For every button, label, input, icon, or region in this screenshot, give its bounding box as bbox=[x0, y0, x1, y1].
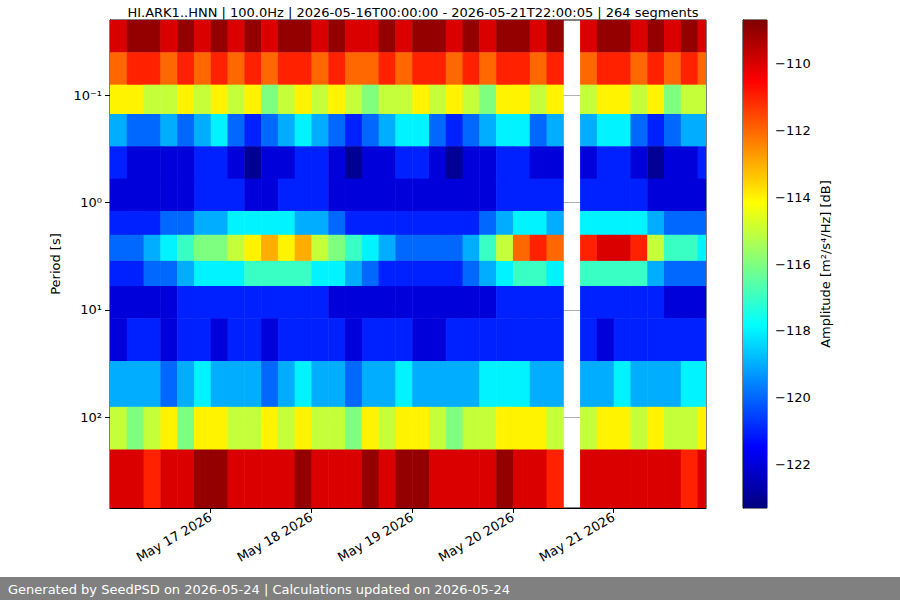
svg-text:−114: −114 bbox=[775, 190, 811, 205]
svg-text:May 20 2026: May 20 2026 bbox=[436, 510, 517, 565]
svg-text:−116: −116 bbox=[775, 257, 811, 272]
svg-text:Generated by SeedPSD on 2026-0: Generated by SeedPSD on 2026-05-24 | Cal… bbox=[8, 582, 510, 597]
svg-text:10²: 10² bbox=[80, 410, 102, 425]
svg-text:10⁻¹: 10⁻¹ bbox=[73, 88, 102, 103]
svg-text:−120: −120 bbox=[775, 390, 811, 405]
svg-text:Period [s]: Period [s] bbox=[48, 233, 63, 295]
svg-text:May 18 2026: May 18 2026 bbox=[234, 510, 315, 565]
svg-text:−110: −110 bbox=[775, 56, 811, 71]
svg-text:HI.ARK1..HNN | 100.0Hz | 2026-: HI.ARK1..HNN | 100.0Hz | 2026-05-16T00:0… bbox=[127, 5, 698, 20]
svg-text:−112: −112 bbox=[775, 123, 811, 138]
svg-text:May 19 2026: May 19 2026 bbox=[335, 510, 416, 565]
svg-text:10⁰: 10⁰ bbox=[80, 195, 102, 210]
svg-text:Amplitude [m²/s⁴/Hz] [dB]: Amplitude [m²/s⁴/Hz] [dB] bbox=[818, 180, 833, 348]
svg-text:10¹: 10¹ bbox=[80, 302, 102, 317]
svg-text:May 17 2026: May 17 2026 bbox=[134, 510, 215, 565]
svg-text:May 21 2026: May 21 2026 bbox=[537, 510, 618, 565]
svg-text:−118: −118 bbox=[775, 323, 811, 338]
svg-text:−122: −122 bbox=[775, 457, 811, 472]
